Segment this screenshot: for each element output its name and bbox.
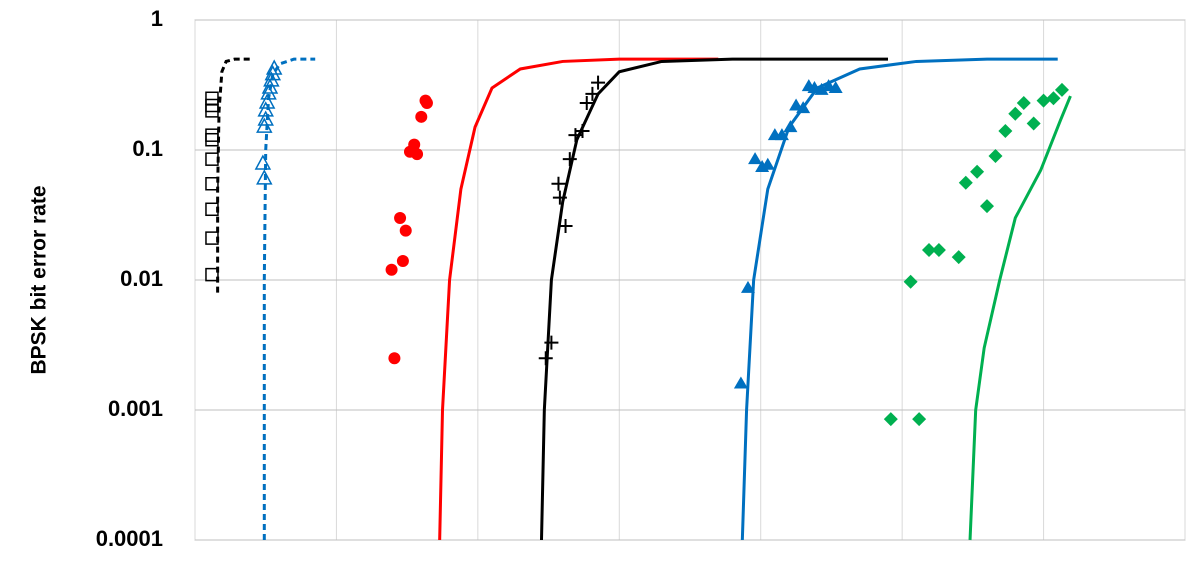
marker (394, 211, 407, 224)
marker (951, 250, 966, 265)
marker (958, 175, 973, 190)
marker (205, 128, 219, 142)
series-line (740, 57, 1058, 541)
marker (205, 267, 219, 282)
y-tick-label: 1 (151, 6, 163, 31)
marker (562, 152, 577, 167)
marker (558, 219, 573, 234)
y-tick-label: 0.01 (120, 266, 163, 291)
marker (551, 176, 566, 191)
series-line (540, 57, 888, 541)
marker (408, 138, 421, 151)
marker (257, 101, 274, 117)
marker (828, 80, 843, 93)
y-tick-label: 0.1 (132, 136, 163, 161)
marker (205, 177, 219, 191)
marker (256, 169, 273, 185)
marker (814, 82, 829, 95)
marker (998, 124, 1013, 139)
marker (903, 274, 918, 289)
series-line (968, 95, 1072, 541)
marker (733, 376, 748, 389)
y-axis-title: BPSK bit error rate (28, 185, 51, 374)
marker (388, 352, 401, 365)
series-line (438, 57, 719, 541)
marker (1026, 116, 1041, 131)
marker (1008, 106, 1023, 121)
marker (748, 152, 763, 165)
marker (931, 243, 946, 258)
y-tick-label: 0.0001 (96, 526, 163, 551)
marker (980, 199, 994, 214)
marker (591, 75, 606, 90)
marker (883, 412, 898, 427)
marker (1054, 82, 1069, 97)
series-line (262, 57, 316, 540)
marker (760, 157, 775, 170)
marker (205, 132, 219, 147)
marker (740, 280, 755, 293)
marker (1046, 91, 1061, 106)
marker (205, 91, 219, 106)
marker (1036, 93, 1051, 108)
marker (970, 164, 985, 179)
marker (579, 95, 594, 110)
marker (922, 243, 937, 258)
marker (205, 152, 219, 166)
marker (912, 412, 927, 427)
marker (399, 224, 412, 237)
marker (254, 154, 272, 170)
y-tick-label: 0.001 (108, 396, 163, 421)
marker (396, 255, 409, 268)
marker (415, 110, 428, 123)
marker (420, 96, 433, 109)
marker (1016, 95, 1031, 110)
marker (385, 263, 398, 276)
marker (988, 148, 1003, 163)
series-line (216, 57, 251, 293)
marker (411, 148, 424, 161)
